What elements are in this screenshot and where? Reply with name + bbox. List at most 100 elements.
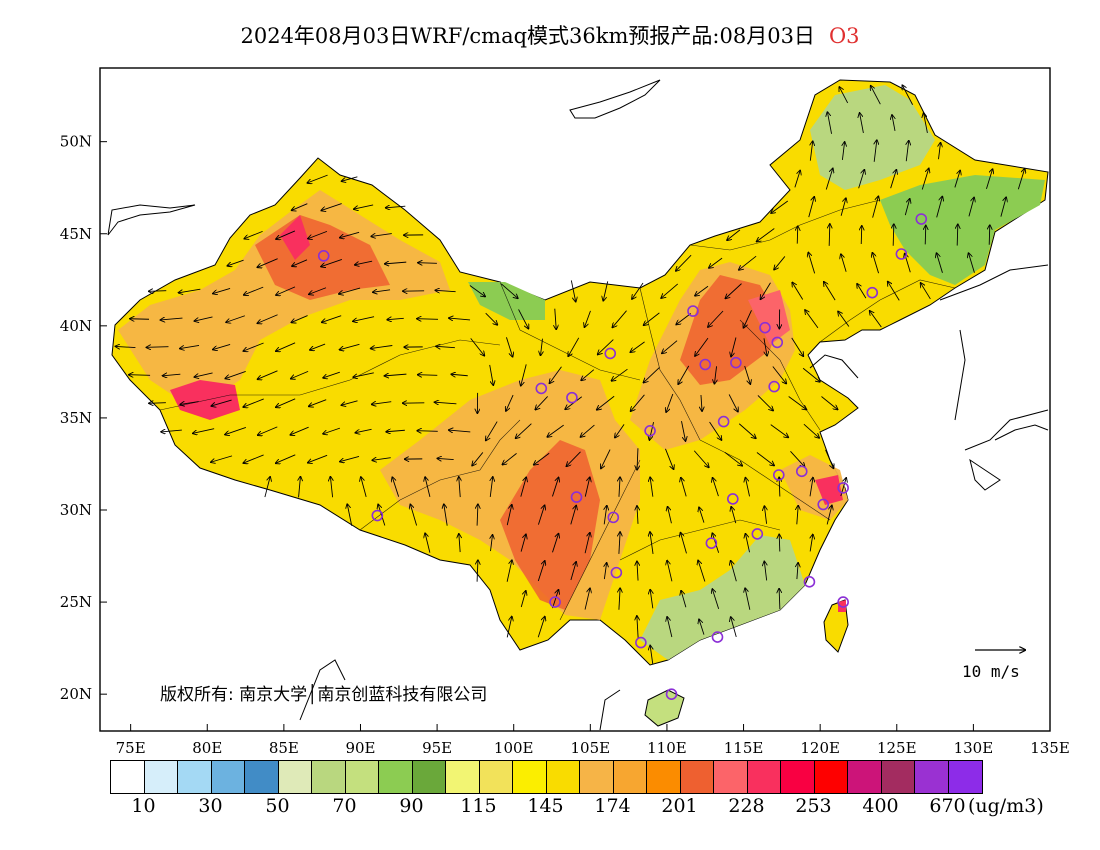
wind-arrow <box>650 477 653 497</box>
wind-arrow <box>149 403 166 404</box>
wind-arrow <box>550 366 562 384</box>
wind-arrow <box>518 309 529 328</box>
wind-arrow <box>637 616 638 638</box>
wind-arrow <box>449 430 471 432</box>
hotspot-beijing <box>748 290 790 345</box>
legend-label: 253 <box>795 795 832 817</box>
wind-arrow <box>744 365 751 384</box>
wind-arrow <box>373 290 391 292</box>
wind-arrow <box>477 560 478 582</box>
station-marker <box>772 469 785 481</box>
wind-arrow <box>712 589 720 609</box>
station-marker <box>771 336 784 349</box>
wind-arrow <box>449 318 471 320</box>
wind-arrow <box>555 308 556 330</box>
wind-arrow <box>757 395 773 410</box>
wind-arrow <box>372 458 391 461</box>
wind-arrow <box>257 258 278 268</box>
wind-arrow <box>921 283 931 300</box>
legend-swatch <box>312 761 346 793</box>
map-axes: 75E 80E 85E 90E 95E 100E 105E 110E 115E 120E 125E 1… <box>60 133 1070 757</box>
wind-arrow <box>650 532 654 554</box>
wind-arrow <box>797 506 798 525</box>
wind-arrow <box>435 402 457 404</box>
wind-arrow <box>771 200 789 213</box>
wind-arrow <box>308 230 328 238</box>
legend-swatch <box>948 761 982 793</box>
legend-swatch <box>714 761 748 793</box>
lon-tick-label: 90E <box>345 739 375 757</box>
wind-arrow <box>584 588 590 610</box>
wind-arrow <box>258 426 278 435</box>
lat-tick-label: 50N <box>60 133 92 151</box>
wind-arrow <box>936 197 943 218</box>
legend-swatch <box>211 761 245 793</box>
legend-label: 70 <box>332 795 357 817</box>
wind-arrow <box>321 259 343 266</box>
wind-arrow <box>601 449 611 469</box>
wind-arrow <box>585 310 591 327</box>
wind-arrow <box>681 421 685 441</box>
wind-arrow <box>745 588 751 610</box>
wind-arrow <box>631 394 645 411</box>
wind-arrow <box>763 338 767 355</box>
wind-arrow <box>506 617 512 638</box>
wind-arrow <box>226 315 245 322</box>
station-marker <box>687 305 699 317</box>
wind-arrow <box>821 396 837 410</box>
legend-swatch <box>881 761 915 793</box>
legend-swatch <box>546 761 580 793</box>
wind-arrow <box>541 338 543 356</box>
wind-arrow <box>535 396 548 409</box>
wind-arrow <box>276 398 296 407</box>
wind-arrow <box>808 197 814 218</box>
low-zone-ne-east <box>880 175 1045 285</box>
lon-tick-label: 100E <box>494 739 534 757</box>
wind-arrow <box>264 477 270 498</box>
wind-arrow <box>581 369 595 381</box>
wind-arrow <box>323 427 341 434</box>
wind-arrow <box>870 311 882 328</box>
wind-arrow <box>829 224 830 246</box>
wind-arrow <box>552 478 558 497</box>
wind-arrow <box>872 196 879 218</box>
legend-swatch <box>647 761 681 793</box>
wind-arrow <box>147 347 169 348</box>
wind-arrow <box>163 374 181 376</box>
legend-label: 400 <box>862 795 899 817</box>
wind-arrow <box>858 170 865 189</box>
wind-arrow <box>681 591 687 608</box>
wind-arrow <box>371 345 393 348</box>
wind-arrow <box>668 507 672 524</box>
wind-arrow <box>764 506 766 524</box>
wind-arrow <box>597 395 615 410</box>
wind-arrow <box>244 230 263 238</box>
wind-arrow <box>451 374 468 375</box>
wind-arrow <box>612 368 628 381</box>
lat-tick-label: 45N <box>60 225 92 243</box>
wind-arrow <box>699 619 705 635</box>
wind-arrow <box>520 477 526 497</box>
legend-label: 115 <box>460 795 497 817</box>
wind-arrow <box>161 430 182 432</box>
wind-arrow <box>695 337 709 356</box>
wind-arrow <box>714 366 716 383</box>
station-marker <box>730 356 742 369</box>
wind-arrow <box>355 260 373 265</box>
wind-arrow <box>745 478 750 497</box>
wind-arrow <box>386 206 406 208</box>
wind-arrow <box>418 375 438 376</box>
legend-swatch <box>680 761 714 793</box>
wind-arrow <box>491 535 493 552</box>
wind-arrow <box>724 451 742 465</box>
station-marker <box>535 382 548 395</box>
legend-swatch <box>278 761 312 793</box>
wind-arrow <box>417 431 438 432</box>
wind-arrow <box>537 505 544 525</box>
wind-arrow <box>1000 197 1006 217</box>
taiwan-island <box>823 599 849 653</box>
wind-arrow <box>486 421 498 441</box>
wind-arrow <box>779 589 780 610</box>
station-marker <box>803 576 816 588</box>
wind-arrow <box>603 281 609 300</box>
